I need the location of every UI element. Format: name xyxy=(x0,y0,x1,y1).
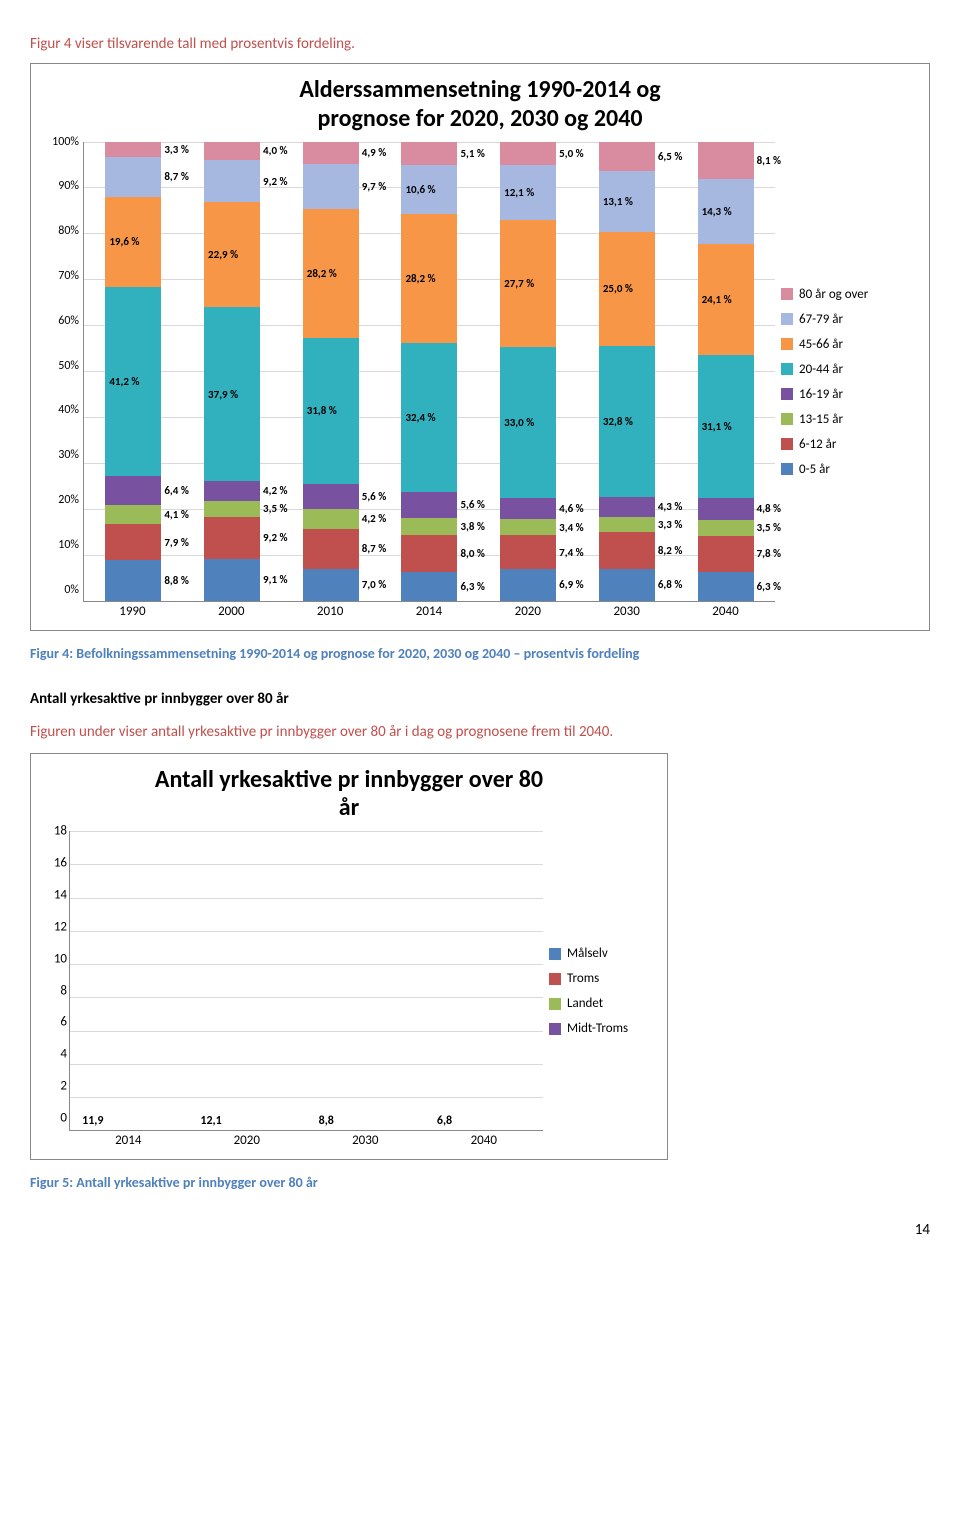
chart-1: Alderssammensetning 1990-2014 og prognos… xyxy=(30,63,930,631)
chart1-y-axis: 100%90%80%70%60%50%40%30%20%10%0% xyxy=(39,142,83,602)
chart2-legend: MålselvTromsLandetMidt-Troms xyxy=(543,831,659,1151)
body-paragraph: Figuren under viser antall yrkesaktive p… xyxy=(30,723,930,741)
chart1-legend: 80 år og over67-79 år45-66 år20-44 år16-… xyxy=(775,142,921,622)
page-number: 14 xyxy=(30,1221,930,1239)
caption-figure-4: Figur 4: Befolkningssammensetning 1990-2… xyxy=(30,645,930,662)
chart2-bars: 11,912,18,86,8 xyxy=(69,831,543,1131)
caption-figure-5: Figur 5: Antall yrkesaktive pr innbygger… xyxy=(30,1174,930,1191)
chart1-title: Alderssammensetning 1990-2014 og prognos… xyxy=(39,76,921,134)
section-heading: Antall yrkesaktive pr innbygger over 80 … xyxy=(30,690,930,708)
chart1-x-labels: 1990200020102014202020302040 xyxy=(83,604,775,622)
chart2-y-axis: 181614121086420 xyxy=(39,831,70,1131)
chart2-title: Antall yrkesaktive pr innbygger over 80 … xyxy=(39,766,659,824)
chart1-bars: 8,8 %7,9 %4,1 %6,4 %41,2 %19,6 %8,7 %3,3… xyxy=(83,142,775,602)
chart-2: Antall yrkesaktive pr innbygger over 80 … xyxy=(30,753,668,1161)
intro-text: Figur 4 viser tilsvarende tall med prose… xyxy=(30,35,930,53)
chart2-x-labels: 2014202020302040 xyxy=(69,1133,543,1151)
